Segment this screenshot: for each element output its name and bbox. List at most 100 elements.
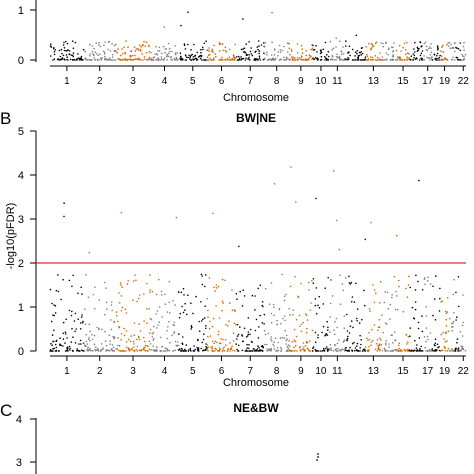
x-tick-label: 13: [368, 366, 380, 377]
data-point: [80, 55, 83, 58]
data-point: [419, 41, 422, 44]
data-point: [125, 341, 128, 343]
data-point: [388, 47, 390, 49]
data-point: [77, 349, 79, 352]
data-point: [119, 59, 122, 61]
data-point: [313, 58, 316, 60]
data-point: [388, 343, 390, 345]
x-tick-label: 2: [97, 366, 103, 377]
data-point: [200, 48, 202, 51]
data-point: [215, 305, 217, 307]
data-point: [240, 48, 243, 51]
data-point: [341, 283, 344, 285]
data-point: [207, 316, 209, 319]
data-point: [284, 319, 286, 322]
data-point: [192, 312, 194, 315]
data-point: [416, 350, 418, 352]
data-point: [258, 346, 260, 349]
data-point: [358, 59, 360, 61]
data-point: [152, 349, 154, 351]
data-point: [196, 346, 198, 349]
data-point: [200, 54, 203, 57]
data-point: [164, 51, 166, 54]
data-point: [381, 314, 383, 316]
data-point: [446, 340, 448, 342]
data-point: [334, 59, 336, 61]
data-point: [322, 347, 325, 350]
data-point: [344, 348, 347, 350]
data-point: [459, 331, 462, 333]
data-point: [184, 309, 186, 312]
data-point: [244, 350, 246, 352]
data-point: [312, 346, 315, 348]
data-point: [271, 58, 274, 61]
data-point: [449, 350, 452, 352]
data-point: [381, 350, 384, 352]
panel-b-x-label: Chromosome: [223, 377, 289, 389]
data-point: [326, 320, 329, 323]
data-point: [211, 48, 214, 51]
data-point: [356, 52, 358, 55]
data-point: [362, 348, 365, 351]
data-point: [317, 304, 319, 307]
data-point: [166, 311, 169, 313]
data-point: [388, 346, 390, 348]
data-point: [242, 289, 244, 292]
data-point: [309, 309, 312, 311]
data-point: [162, 350, 164, 352]
data-point: [89, 339, 91, 342]
data-point: [378, 318, 381, 321]
data-point: [409, 327, 412, 329]
data-point: [111, 59, 113, 61]
data-point: [435, 348, 437, 351]
data-point: [122, 52, 124, 55]
data-point: [123, 59, 125, 61]
data-point: [375, 59, 377, 61]
data-point: [279, 59, 281, 61]
data-point: [214, 290, 216, 292]
data-point: [344, 45, 347, 47]
data-point: [53, 58, 56, 60]
data-point: [408, 57, 410, 59]
data-point: [255, 59, 257, 61]
data-point: [77, 292, 79, 295]
data-point: [386, 323, 388, 325]
data-point: [290, 166, 292, 168]
data-point: [436, 343, 439, 346]
y-tick-label: 2: [18, 258, 24, 270]
data-point: [103, 58, 106, 60]
data-point: [105, 301, 108, 304]
data-point: [394, 308, 397, 311]
data-point: [346, 313, 348, 316]
data-point: [435, 59, 438, 61]
data-point: [433, 350, 436, 352]
x-tick-label: 19: [439, 76, 451, 87]
data-point: [258, 55, 261, 57]
data-point: [233, 55, 235, 57]
data-point: [126, 283, 129, 285]
data-point: [366, 55, 369, 58]
data-point: [412, 53, 415, 55]
data-point: [345, 347, 347, 349]
data-point: [207, 335, 209, 338]
data-point: [445, 318, 447, 321]
panel-c-point: [316, 459, 318, 461]
data-point: [350, 320, 353, 322]
data-point: [148, 50, 150, 53]
data-point: [65, 40, 67, 43]
data-point: [392, 50, 395, 52]
data-point: [82, 322, 84, 324]
data-point: [321, 331, 323, 334]
data-point: [336, 342, 339, 345]
data-point: [132, 299, 134, 302]
data-point: [154, 53, 157, 56]
data-point: [334, 333, 336, 336]
data-point: [202, 48, 204, 51]
data-point: [187, 350, 190, 352]
data-point: [303, 346, 305, 348]
y-tick-label: 3: [18, 214, 24, 226]
data-point: [121, 48, 123, 50]
data-point: [135, 48, 138, 50]
data-point: [212, 51, 214, 54]
data-point: [441, 349, 444, 352]
